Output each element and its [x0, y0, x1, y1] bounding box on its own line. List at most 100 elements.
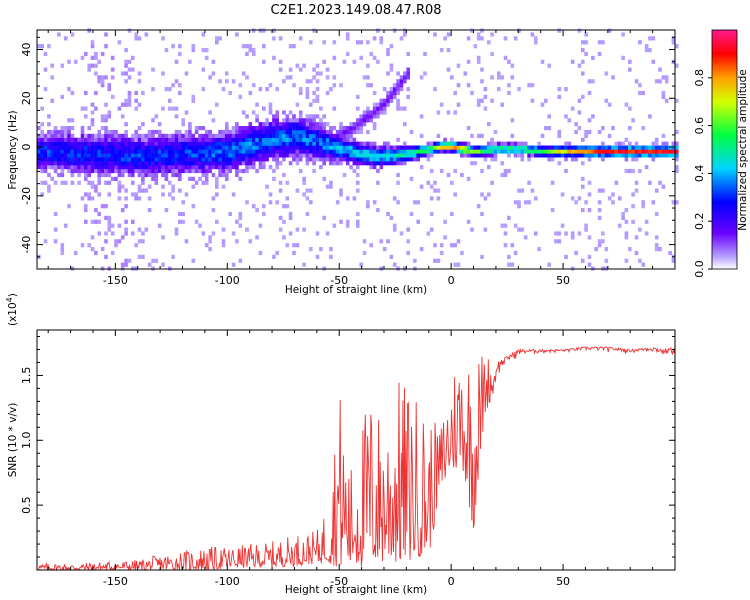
spectrogram-cell [228, 133, 232, 138]
spectrogram-cell [124, 122, 128, 127]
spectrogram-cell [587, 79, 592, 84]
spectrogram-cell [305, 122, 310, 127]
spectrogram-cell [60, 137, 65, 142]
spectrogram-cell [194, 141, 199, 146]
spectrogram-cell [245, 133, 249, 138]
spectrogram-cell [460, 141, 464, 146]
spectrogram-cell [137, 36, 142, 41]
spectrogram-cell [379, 40, 384, 45]
spectrogram-cell [53, 168, 58, 174]
spectrogram-cell [349, 129, 353, 135]
spectrogram-cell [483, 87, 488, 92]
spectrogram-cell [137, 157, 142, 162]
spectrogram-cell [100, 126, 105, 131]
spectrogram-cell [581, 161, 585, 166]
spectrogram-cell [356, 157, 360, 162]
spectrogram-cell [43, 67, 48, 72]
spectrogram-cell [366, 129, 370, 135]
spectrogram-cell [110, 67, 115, 72]
spectrogram-cell [37, 126, 41, 131]
spectrogram-cell [124, 262, 128, 267]
spectrogram-cell [325, 153, 330, 158]
spectrogram-cell [137, 149, 142, 154]
spectrogram-cell [309, 129, 313, 135]
spectrogram-cell [248, 165, 253, 170]
spectrogram-cell [268, 126, 273, 131]
spectrogram-cell [325, 67, 330, 72]
spectrogram-cell [43, 51, 48, 57]
spectrogram-cell [601, 157, 605, 162]
spectrogram-cell [362, 145, 367, 150]
spectrogram-cell [335, 137, 340, 142]
spectrogram-cell [131, 133, 135, 138]
spectrogram-cell [208, 235, 212, 240]
spectrogram-cell [322, 141, 326, 146]
spectrogram-cell [43, 157, 48, 162]
spectrogram-cell [443, 137, 447, 142]
spectrogram-cell [251, 157, 256, 162]
spectrogram-cell [329, 161, 333, 166]
spectrogram-cell [168, 192, 172, 197]
spectrogram-cell [208, 247, 212, 252]
spectrogram-cell [386, 90, 390, 96]
spectrogram-cell [174, 59, 179, 64]
spectrogram-cell [638, 145, 642, 150]
spectrogram-cell [67, 165, 71, 170]
spectrogram-cell [272, 176, 276, 181]
spectrogram-cell [339, 157, 343, 162]
spectrogram-cell [43, 180, 48, 185]
spectrogram-cell [201, 145, 206, 150]
spectrogram-cell [315, 126, 320, 131]
spectrogram-cell [154, 180, 159, 185]
spectrogram-cell [134, 243, 138, 248]
spectrogram-cell [37, 137, 41, 142]
spectrogram-cell [131, 165, 135, 170]
spectrogram-cell [470, 161, 474, 166]
spectrogram-cell [302, 133, 306, 138]
spectrogram-cell [204, 168, 209, 174]
spectrogram-cell [157, 165, 162, 170]
spectrogram-cell [87, 157, 91, 162]
spectrogram-frame [36, 29, 676, 270]
spectrogram-cell [154, 114, 159, 119]
spectrogram-cell [409, 129, 414, 135]
spectrogram-cell [480, 153, 484, 158]
spectrogram-cell [675, 129, 679, 135]
spectrogram-cell [53, 153, 58, 158]
spectrogram-cell [87, 63, 91, 68]
spectrogram-cell [426, 180, 431, 185]
spectrogram-cell [241, 161, 246, 166]
spectrogram-cell [178, 129, 182, 135]
spectrogram-cell [278, 133, 283, 138]
spectrogram-cell [124, 161, 128, 166]
spectrogram-cell [94, 51, 98, 57]
spectrogram-cell [309, 153, 313, 158]
spectrogram-cell [537, 149, 541, 154]
spectrogram-cell [90, 235, 95, 240]
spectrogram-cell [319, 149, 323, 154]
spectrogram-cell [53, 239, 58, 244]
spectrogram-cell [84, 51, 88, 57]
spectrogram-cell [648, 145, 652, 150]
spectrogram-cell [329, 129, 333, 135]
spectrogram-cell [356, 188, 360, 193]
spectrogram-cell [570, 59, 575, 64]
spectrogram-cell [238, 176, 243, 181]
spectrogram-cell [141, 90, 145, 96]
spectrogram-cell [362, 149, 367, 154]
spectrogram-cell [315, 231, 320, 236]
spectrogram-cell [245, 165, 249, 170]
spectrogram-cell [272, 168, 276, 174]
spectrogram-cell [262, 211, 266, 217]
spectrogram-cell [497, 71, 501, 76]
spectrogram-cell [352, 122, 357, 127]
spectrogram-cell [63, 149, 68, 154]
spectrogram-cell [302, 63, 306, 68]
spectrogram-cell [322, 149, 326, 154]
spectrogram-cell [446, 172, 451, 178]
spectrogram-cell [157, 149, 162, 154]
spectrogram-cell [392, 94, 397, 99]
spectrogram-cell [87, 141, 91, 146]
spectrogram-cell [248, 161, 253, 166]
spectrogram-cell [621, 149, 625, 154]
